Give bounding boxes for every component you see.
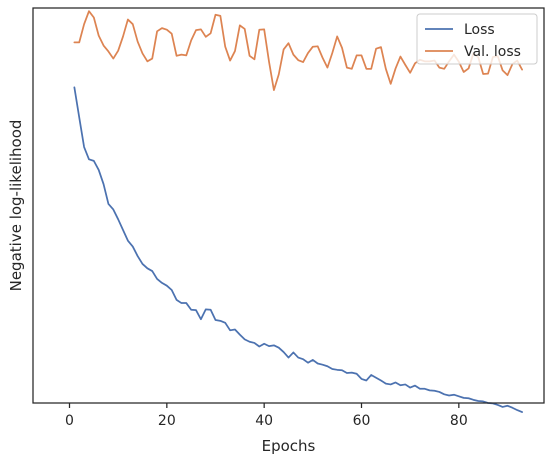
x-tick-label: 20: [158, 413, 176, 429]
y-axis-label: Negative log-likelihood: [7, 120, 25, 292]
x-tick-label: 40: [255, 413, 273, 429]
x-tick-label: 80: [450, 413, 468, 429]
x-tick-label: 0: [65, 413, 74, 429]
x-axis-label: Epochs: [262, 437, 316, 455]
x-tick-label: 60: [353, 413, 371, 429]
plot-area-frame: [32, 7, 545, 404]
series-line-loss: [73, 86, 523, 413]
legend: Loss Val. loss: [416, 13, 538, 65]
legend-label-loss: Loss: [464, 22, 495, 38]
legend-label-val-loss: Val. loss: [464, 44, 521, 60]
x-axis-ticks: 0 20 40 60 80: [65, 403, 468, 429]
